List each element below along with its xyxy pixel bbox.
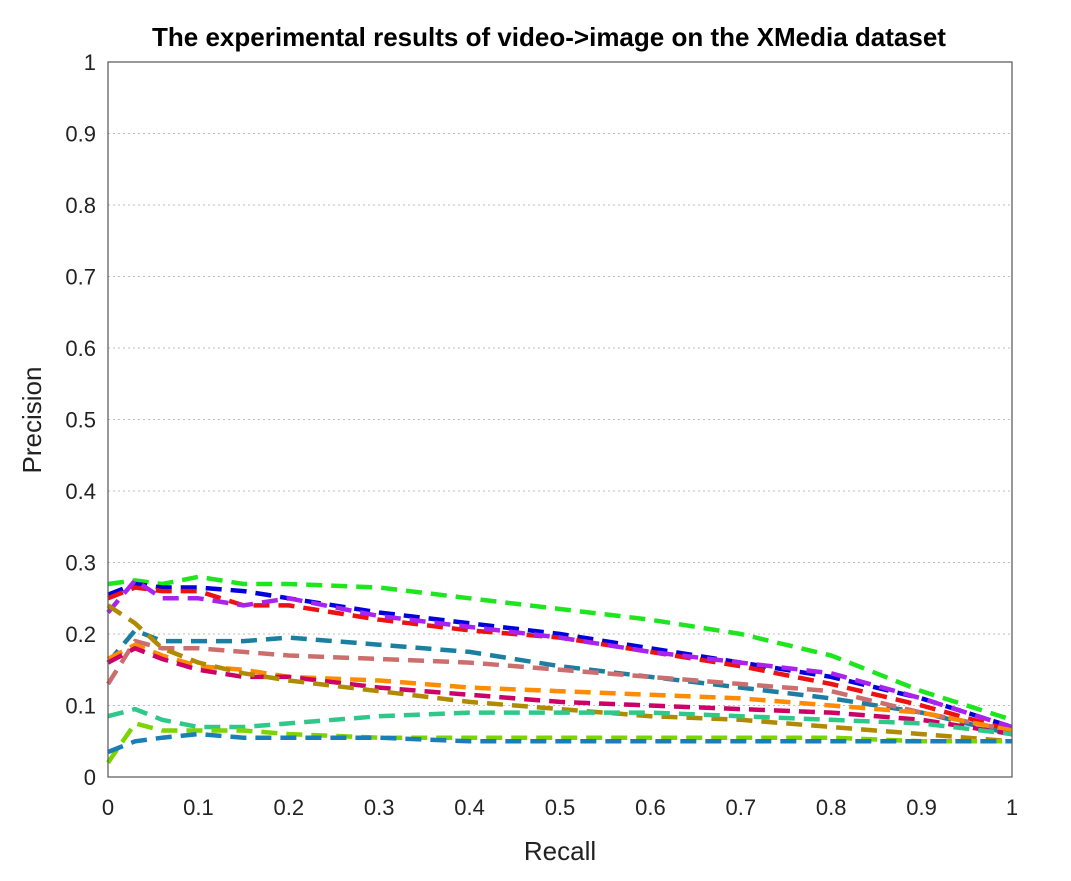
x-tick-label: 0.9	[906, 795, 937, 820]
y-tick-label: 0.5	[65, 408, 96, 433]
x-tick-label: 0.2	[274, 795, 305, 820]
series-line	[106, 628, 1013, 737]
x-tick-label: 0.4	[454, 795, 485, 820]
x-tick-label: 0.3	[364, 795, 395, 820]
x-tick-label: 0.7	[726, 795, 757, 820]
x-tick-label: 0.5	[545, 795, 576, 820]
x-tick-label: 0	[102, 795, 114, 820]
y-axis-label: Precision	[17, 367, 47, 474]
y-tick-labels: 0 0.1 0.2 0.3 0.4 0.5 0.6 0.7 0.8 0.9 1	[65, 50, 96, 790]
x-axis-label: Recall	[524, 836, 596, 866]
series-line	[107, 731, 1012, 755]
y-tick-label: 0.4	[65, 479, 96, 504]
grid-lines	[108, 133, 1012, 706]
y-tick-label: 0	[84, 765, 96, 790]
y-tick-label: 0.9	[65, 122, 96, 147]
y-tick-label: 1	[84, 50, 96, 75]
x-tick-label: 0.1	[183, 795, 214, 820]
x-tick-label: 1	[1006, 795, 1018, 820]
plot-frame	[107, 61, 1013, 778]
y-tick-label: 0.3	[65, 551, 96, 576]
y-tick-label: 0.2	[65, 622, 96, 647]
series-line	[107, 585, 1013, 733]
x-tick-label: 0.8	[816, 795, 847, 820]
series-line	[107, 706, 1013, 737]
series-line	[106, 638, 1013, 733]
chart-title: The experimental results of video->image…	[152, 22, 946, 52]
y-tick-label: 0.8	[65, 193, 96, 218]
x-tick-labels: 0 0.1 0.2 0.3 0.4 0.5 0.6 0.7 0.8 0.9 1	[102, 795, 1018, 820]
series-line	[107, 581, 1013, 730]
y-tick-label: 0.1	[65, 694, 96, 719]
y-tick-label: 0.6	[65, 336, 96, 361]
y-tick-label: 0.7	[65, 265, 96, 290]
series-line	[106, 721, 1012, 764]
x-tick-label: 0.6	[635, 795, 666, 820]
series-line	[107, 574, 1013, 722]
series-line	[106, 578, 1013, 730]
series-line	[106, 603, 1013, 744]
series-layer	[106, 574, 1013, 764]
